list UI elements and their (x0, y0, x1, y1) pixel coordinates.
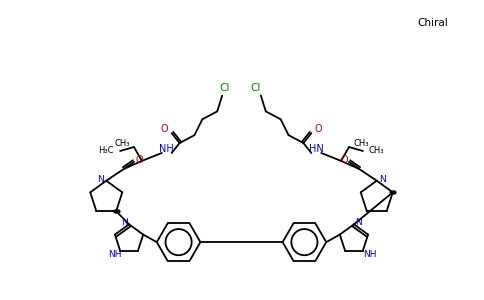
Text: Cl: Cl (219, 82, 229, 93)
Text: NH: NH (107, 250, 121, 259)
Text: O: O (161, 124, 168, 134)
Text: N: N (97, 175, 104, 184)
Text: HN: HN (309, 144, 324, 154)
Text: N: N (121, 218, 127, 227)
Text: Cl: Cl (251, 82, 261, 93)
Text: CH₃: CH₃ (114, 139, 130, 148)
Text: O: O (340, 155, 348, 165)
Text: H₃C: H₃C (99, 146, 114, 155)
Text: O: O (135, 155, 143, 165)
Text: CH₃: CH₃ (369, 146, 384, 155)
Text: N: N (356, 218, 363, 227)
Text: CH₃: CH₃ (353, 139, 369, 148)
Text: N: N (379, 175, 386, 184)
Text: Chiral: Chiral (418, 18, 449, 28)
Text: NH: NH (363, 250, 377, 259)
Text: NH: NH (159, 144, 174, 154)
Text: O: O (315, 124, 322, 134)
